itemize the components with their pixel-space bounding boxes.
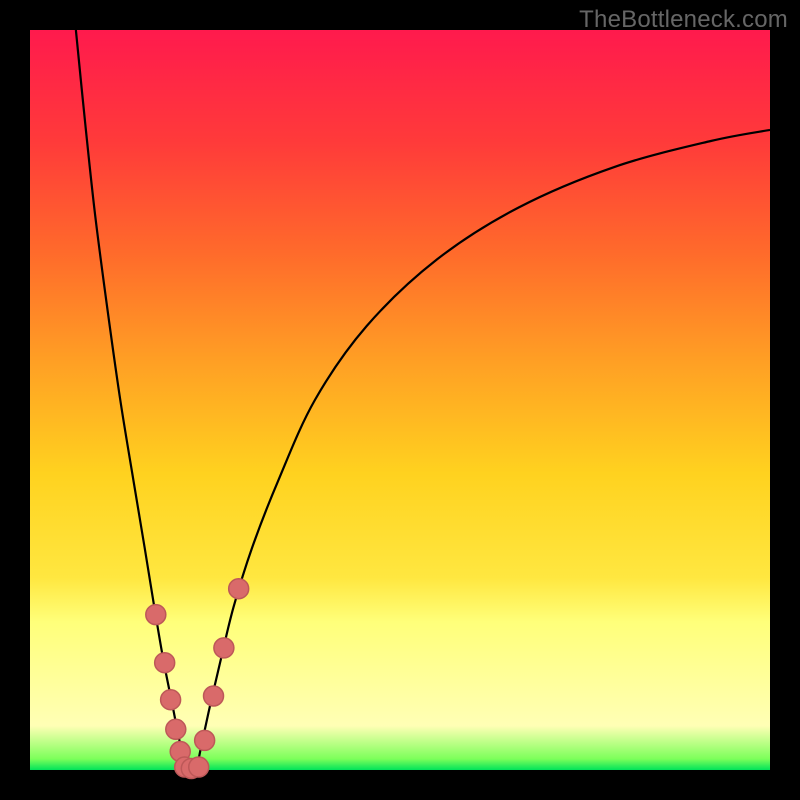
data-marker xyxy=(166,719,186,739)
data-marker xyxy=(161,690,181,710)
data-marker xyxy=(155,653,175,673)
data-marker xyxy=(229,579,249,599)
chart-root: TheBottleneck.com xyxy=(0,0,800,800)
data-marker xyxy=(214,638,234,658)
data-marker xyxy=(189,757,209,777)
data-marker xyxy=(195,730,215,750)
plot-area xyxy=(30,30,770,770)
data-marker xyxy=(146,605,166,625)
chart-svg xyxy=(0,0,800,800)
data-marker xyxy=(204,686,224,706)
watermark-text: TheBottleneck.com xyxy=(579,6,788,34)
